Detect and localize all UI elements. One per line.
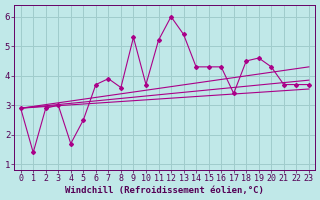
X-axis label: Windchill (Refroidissement éolien,°C): Windchill (Refroidissement éolien,°C) (65, 186, 264, 195)
